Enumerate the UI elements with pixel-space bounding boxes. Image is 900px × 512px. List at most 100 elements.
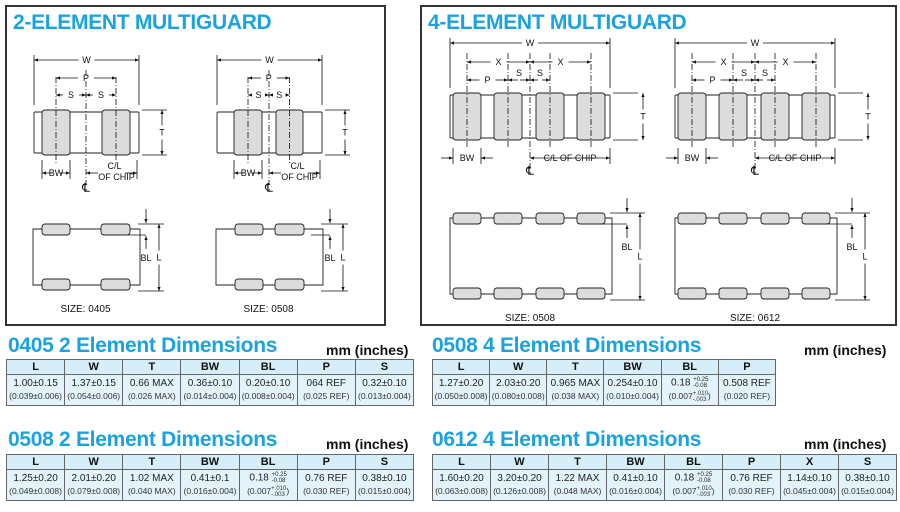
pad [452, 287, 482, 300]
table-cell: 0.18 +0.25 -0.08 (0.007+.010 -.003) [660, 374, 719, 406]
inch-value: (0.039±0.006) [9, 391, 62, 401]
spacing-label: S [516, 68, 522, 78]
pad [41, 278, 71, 291]
mm-value: 1.02 MAX [129, 473, 174, 484]
table-cell: 0.36±0.10 (0.014±0.004) [180, 374, 240, 406]
pad [274, 223, 305, 236]
column-header: T [122, 454, 182, 470]
pad [234, 278, 264, 291]
x-label: X [782, 57, 788, 67]
tolerance: +.010 -.003 [692, 390, 708, 403]
chip-outline [674, 217, 838, 295]
table-cell: 1.02 MAX (0.040 MAX) [122, 469, 182, 501]
column-header: W [64, 359, 124, 375]
column-header: X [780, 454, 839, 470]
width-label: W [82, 55, 91, 65]
inch-value: (0.020 REF) [723, 391, 771, 401]
mm-value: 1.14±0.10 [787, 473, 832, 484]
column-header: P [296, 359, 356, 375]
thickness-label: T [865, 112, 871, 122]
table-title-0508-4: 0508 4 Element Dimensions [432, 334, 702, 357]
column-header: L [431, 359, 491, 375]
pad [41, 223, 71, 236]
tolerance: +0.25 -0.08 [271, 472, 287, 485]
four-element-panel [420, 5, 897, 326]
pad [760, 212, 790, 225]
inch-value: (0.015±0.004) [841, 486, 894, 496]
tolerance: +.010 -.003 [271, 485, 287, 498]
inch-value: (0.079±0.008) [67, 486, 121, 496]
inch-value: (0.030 REF) [303, 486, 350, 496]
mm-value: 0.76 REF [730, 473, 773, 484]
inch-value: (0.007+.010 -.003) [672, 485, 715, 498]
column-header: P [722, 454, 781, 470]
x-label: X [557, 57, 563, 67]
tolerance: +0.25 -0.08 [693, 377, 709, 390]
header-row: L W T BW BL P [431, 359, 777, 375]
table-cell: 0.38±0.10 (0.015±0.004) [838, 469, 897, 501]
mm-value: 1.25±0.20 [13, 473, 58, 484]
size-label: SIZE: 0508 [505, 313, 555, 324]
inch-value: (0.026 MAX) [127, 391, 176, 401]
length-label: L [862, 252, 867, 262]
dimensions-table-0508-2: L W T BW BL P S 1.25±0.20 (0.049±0.008) 2.01±0.20… [5, 454, 415, 501]
size-label: SIZE: 0508 [243, 304, 293, 315]
table-title-0405-2: 0405 2 Element Dimensions [8, 334, 278, 357]
mm-value: 2.03±0.20 [496, 378, 541, 389]
dimensions-table-0612-4: L W T BW BL P X S 1.60±0.20 (0.063±0.008) 3.20±0.2… [432, 454, 897, 501]
mm-value: 0.18 [249, 472, 272, 484]
mm-value: 0.41±0.1 [190, 473, 230, 484]
mm-value: 0.66 MAX [129, 378, 174, 389]
inch-value: (0.126±0.008) [493, 486, 546, 496]
thickness-label: T [342, 128, 348, 138]
chip-outline [215, 228, 324, 286]
size-label: SIZE: 0405 [60, 304, 110, 315]
inch-value: (0.013±0.004) [357, 391, 411, 401]
table-cell: 1.25±0.20 (0.049±0.008) [5, 469, 66, 501]
mm-value: 0.18 [674, 472, 698, 484]
bl-label: BL [621, 242, 632, 252]
inch-value: (0.007+.010 -.003) [247, 485, 290, 498]
center-of-chip-label: OF CHIP [281, 172, 318, 182]
pad [452, 212, 482, 225]
column-header: S [354, 454, 415, 470]
column-header: L [432, 454, 491, 470]
spacing-label: S [255, 90, 261, 100]
pad [718, 212, 748, 225]
width-label: W [526, 38, 535, 48]
inch-value: (0.045±0.004) [783, 486, 836, 496]
bw-label: BW [460, 153, 475, 163]
table-cell: 1.27±0.20 (0.050±0.008) [431, 374, 491, 406]
pad [493, 212, 523, 225]
table-title-0612-4: 0612 4 Element Dimensions [432, 428, 702, 451]
column-header: S [354, 359, 415, 375]
table-cell: 0.254±0.10 (0.010±0.004) [603, 374, 662, 406]
header-row: L W T BW BL P S [5, 359, 415, 375]
two-element-panel [5, 5, 386, 326]
centerline-symbol: ℄ [264, 181, 273, 195]
table-cell: 064 REF (0.025 REF) [296, 374, 356, 406]
spacing-label: S [276, 90, 282, 100]
tolerance: +0.25 -0.08 [697, 472, 713, 485]
header-row: L W T BW BL P X S [432, 454, 897, 470]
table-cell: 2.03±0.20 (0.080±0.008) [489, 374, 548, 406]
units-label: mm (inches) [804, 436, 887, 452]
length-label: L [637, 252, 642, 262]
column-header: L [5, 359, 66, 375]
mm-value: 0.18 [670, 377, 694, 389]
inch-value: (0.049±0.008) [9, 486, 62, 496]
bw-label: BW [685, 153, 700, 163]
pad [535, 212, 565, 225]
center-of-chip-label: C/L [107, 161, 121, 171]
mm-value: 0.20±0.10 [245, 378, 291, 389]
pad [760, 287, 790, 300]
inch-value: (0.025 REF) [303, 391, 350, 401]
header-row: L W T BW BL P S [5, 454, 415, 470]
table-cell: 0.508 REF (0.020 REF) [717, 374, 777, 406]
table-cell: 0.18 +0.25 -0.08 (0.007+.010 -.003) [664, 469, 723, 501]
bw-label: BW [241, 168, 256, 178]
mm-value: 1.37±0.15 [71, 378, 116, 389]
table-cell: 0.18 +0.25 -0.08 (0.007+.010 -.003) [238, 469, 298, 501]
column-header: S [838, 454, 897, 470]
